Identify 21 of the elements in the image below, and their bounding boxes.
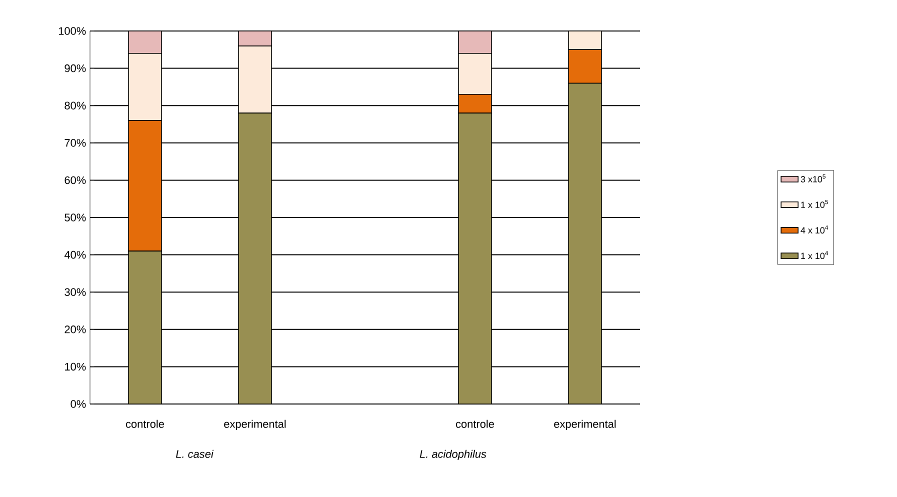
text: L. acidophilus xyxy=(420,450,486,460)
y-tick-label: 90% xyxy=(64,64,86,72)
y-tick-label: 30% xyxy=(64,288,86,296)
x-tick-label: experimental xyxy=(554,420,616,430)
y-tick-label: 70% xyxy=(64,139,86,147)
text: L. casei xyxy=(176,450,214,458)
y-tick-label: 60% xyxy=(64,176,86,184)
x-tick-label: controle xyxy=(456,420,494,428)
legend-label: 3 x10$^{5}$ xyxy=(800,174,826,182)
legend-label: 1 x 10$^{5}$ xyxy=(801,200,828,208)
y-tick-label: 100% xyxy=(58,27,86,35)
legend-label: 1 x 10$^{4}$ xyxy=(801,251,828,260)
y-tick-label: 40% xyxy=(64,250,86,259)
y-tick-label: 80% xyxy=(64,102,86,110)
y-tick-label: 10% xyxy=(65,362,86,371)
y-tick-label: 20% xyxy=(64,326,86,334)
x-tick-label: controle xyxy=(126,420,164,428)
x-tick-label: experimental xyxy=(224,420,286,430)
y-tick-label: 0% xyxy=(70,400,86,408)
legend-label: 4 x 10$^{4}$ xyxy=(800,225,828,234)
y-tick-label: 50% xyxy=(64,214,86,222)
